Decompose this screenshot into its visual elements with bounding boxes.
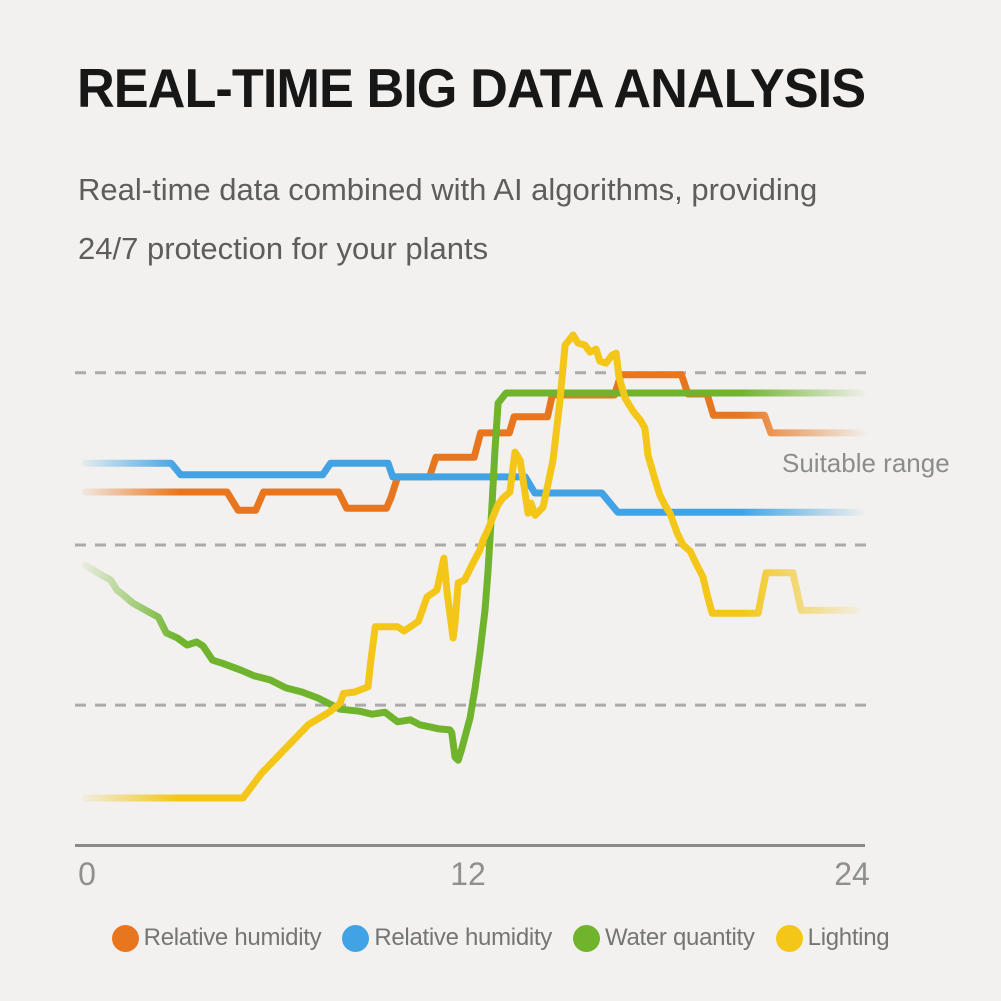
legend-dot-relative-humidity-1 xyxy=(111,924,139,952)
subtitle-line-1: Real-time data combined with AI algorith… xyxy=(78,172,818,207)
legend-dot-water-quantity xyxy=(572,924,600,952)
legend: Relative humidity Relative humidity Water … xyxy=(0,924,1001,952)
legend-label-relative-humidity-2: Relative humidity xyxy=(374,924,552,951)
legend-item-water-quantity: Water quantity xyxy=(572,924,755,952)
line-relative-humidity-2 xyxy=(81,459,864,516)
legend-item-relative-humidity-2: Relative humidity xyxy=(342,924,552,952)
page-subtitle: Real-time data combined with AI algorith… xyxy=(78,160,817,278)
suitable-range-label: Suitable range xyxy=(782,448,950,478)
x-tick-12: 12 xyxy=(450,856,486,892)
legend-label-lighting: Lighting xyxy=(807,924,890,951)
x-tick-24: 24 xyxy=(834,856,870,892)
line-lighting xyxy=(81,331,861,802)
x-tick-0: 0 xyxy=(78,856,96,892)
subtitle-line-2: 24/7 protection for your plants xyxy=(78,231,489,266)
legend-item-relative-humidity-1: Relative humidity xyxy=(111,924,322,952)
legend-item-lighting: Lighting xyxy=(775,924,890,952)
grid-layer xyxy=(75,371,868,707)
legend-label-relative-humidity-1: Relative humidity xyxy=(143,924,322,951)
legend-dot-lighting xyxy=(775,924,803,952)
legend-label-water-quantity: Water quantity xyxy=(604,924,755,951)
line-water-quantity xyxy=(81,389,867,764)
legend-dot-relative-humidity-2 xyxy=(342,924,370,952)
page-title: REAL-TIME BIG DATA ANALYSIS xyxy=(77,57,866,119)
series-layer xyxy=(81,331,870,802)
